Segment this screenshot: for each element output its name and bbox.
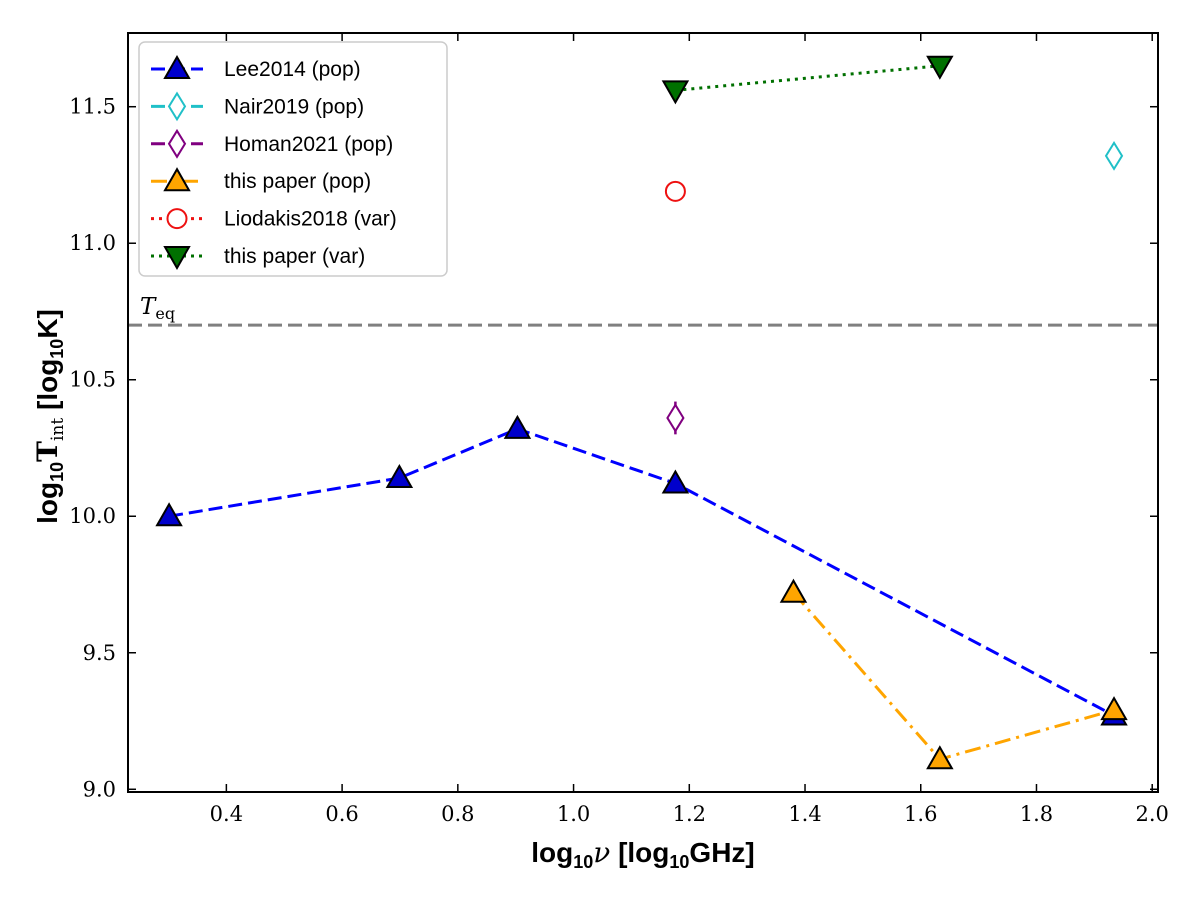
legend-marker-5 [163,246,191,271]
x-tick-label: 2.0 [1136,802,1169,826]
x-tick-label: 1.2 [673,802,706,826]
y-axis-label: log10Tint [log10K] [31,309,68,524]
legend-label-3: this paper (pop) [224,170,371,193]
x-tick-label: 0.6 [325,802,358,826]
x-tick-label: 0.4 [210,802,243,826]
series-5-point-1 [926,55,954,80]
reference-layer: Teq [128,294,1158,327]
legend-label-2: Homan2021 (pop) [224,133,393,156]
series-3-point-1 [926,745,954,770]
teq-reference-label: Teq [140,294,175,323]
legend-marker-1 [167,91,187,122]
legend-marker-2 [167,128,187,159]
legend-marker-4 [166,208,188,230]
y-tick-label: 11.0 [69,231,116,255]
y-tick-label: 9.0 [83,777,116,801]
legend-label-5: this paper (var) [224,245,365,268]
series-0-point-1 [385,464,414,489]
x-tick-label: 1.8 [1020,802,1053,826]
series-0-point-2 [503,414,532,439]
series-0-point-0 [155,502,183,527]
series-1-point-0 [1104,140,1124,171]
series-4-point-0 [664,180,686,202]
legend-box [138,41,448,277]
series-5-point-0 [661,80,690,105]
x-tick-label: 1.4 [788,802,821,826]
legend-marker-0 [163,54,191,79]
axis-labels-layer: log10ν [log10GHz] log10Tint [log10K] [31,309,755,872]
legend-label-0: Lee2014 (pop) [224,58,361,81]
series-markers-layer [155,55,1128,770]
legend: Lee2014 (pop) Nair2019 (pop) Homan2021 (po… [138,41,448,277]
legend-label-1: Nair2019 (pop) [224,95,364,118]
x-axis-label: log10ν [log10GHz] [531,836,755,872]
y-tick-label: 11.5 [69,95,116,119]
y-tick-label: 10.0 [69,504,116,528]
axes-layer: 0.4 0.6 0.8 1.0 1.2 1.4 1.6 1.8 2.0 9.0 9.5 10.0 10.… [69,32,1169,826]
x-tick-label: 0.8 [441,802,474,826]
series-0-point-3 [661,469,690,494]
series-3-point-2 [1100,696,1128,721]
legend-label-4: Liodakis2018 (var) [224,208,397,231]
x-tick-label: 1.6 [904,802,937,826]
plot-frame [127,32,1159,793]
x-tick-label: 1.0 [557,802,590,826]
series-3-point-0 [779,578,808,603]
series-2-point-0 [666,403,685,433]
y-tick-label: 9.5 [83,641,116,665]
y-tick-label: 10.5 [69,368,116,392]
legend-marker-3 [163,167,191,192]
